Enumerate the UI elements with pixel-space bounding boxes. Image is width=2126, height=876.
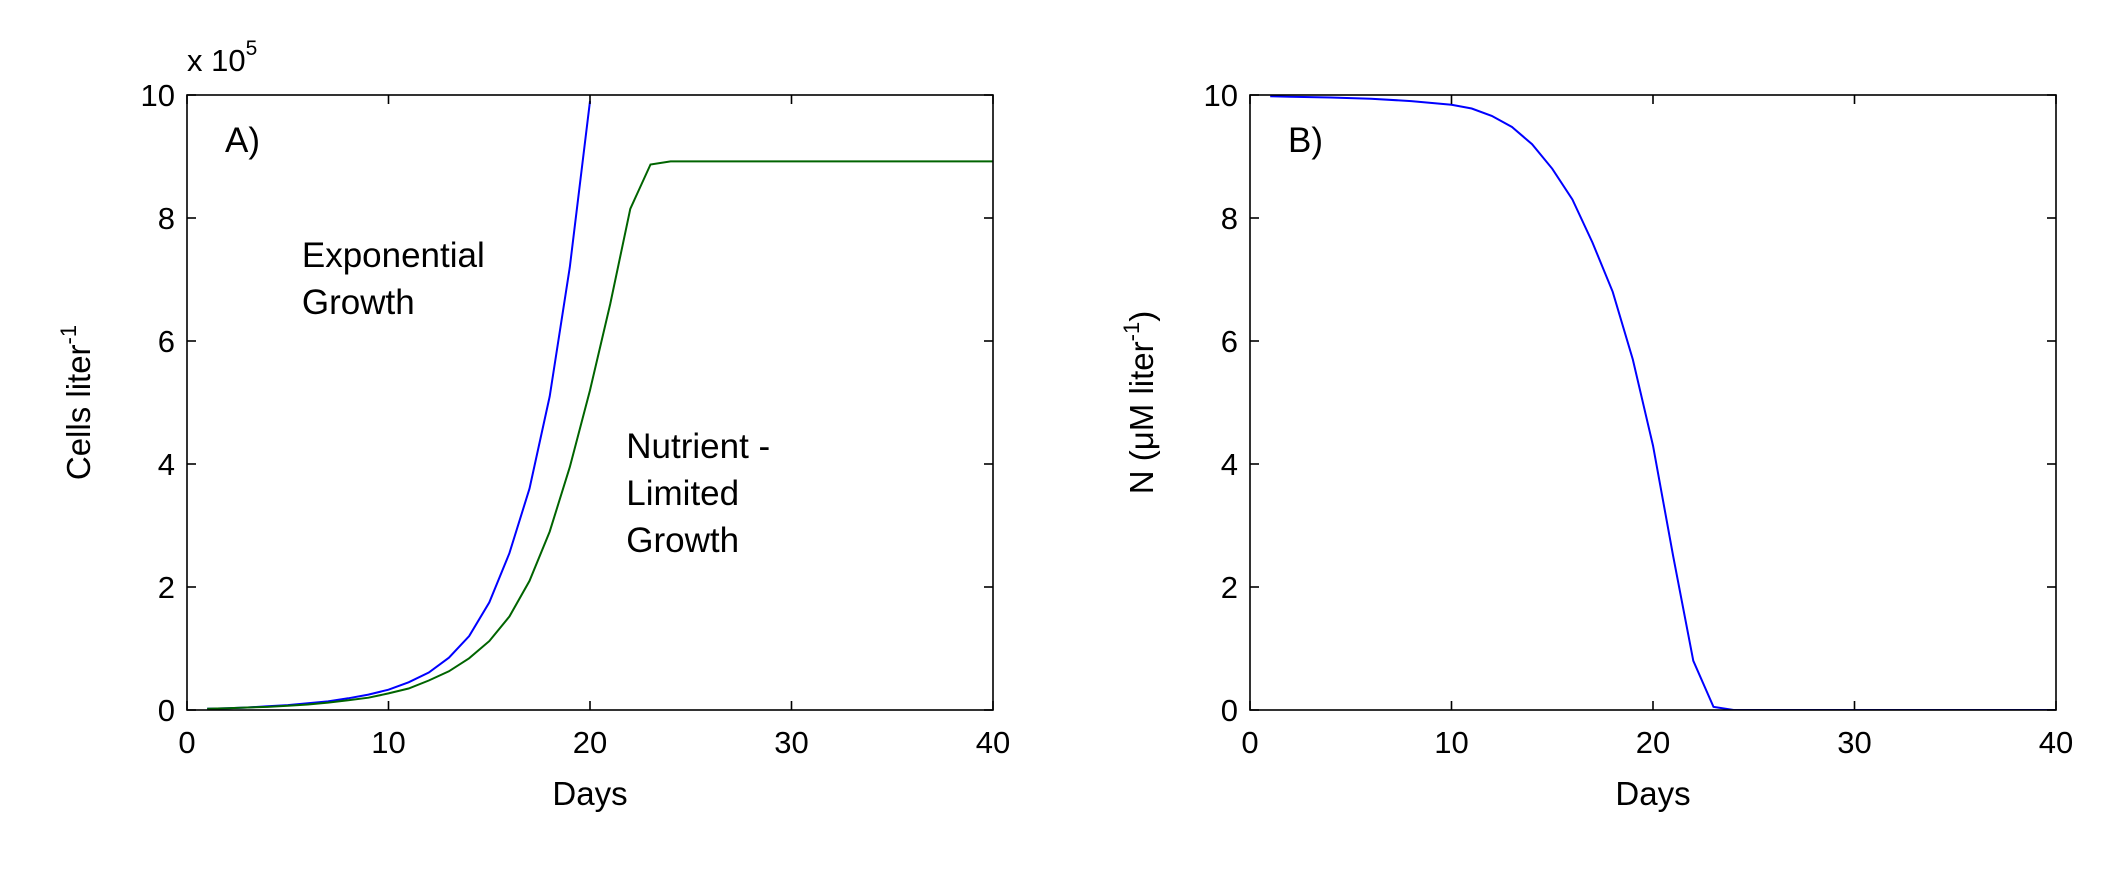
y-axis-label-text: Cells liter xyxy=(60,344,97,480)
y-tick-label: 8 xyxy=(158,201,175,236)
annotation-line: Growth xyxy=(626,521,739,560)
plot-frame xyxy=(1249,94,2057,711)
annotation-line: Exponential xyxy=(302,236,485,275)
series-line-1 xyxy=(1270,95,2056,710)
y-tick-label: 2 xyxy=(1221,570,1238,605)
y-axis-label-text: N (μM liter xyxy=(1123,341,1160,494)
x-axis-label: Days xyxy=(1615,775,1690,812)
y-tick-label: 4 xyxy=(1221,447,1238,482)
y-tick-label: 2 xyxy=(158,570,175,605)
x-tick-label: 0 xyxy=(1241,725,1258,760)
y-tick-label: 6 xyxy=(158,324,175,359)
y-tick-label: 8 xyxy=(1221,201,1238,236)
x-tick-label: 40 xyxy=(2039,725,2073,760)
series-line-2 xyxy=(207,160,993,710)
x-tick-label: 10 xyxy=(371,725,405,760)
chart-panel-1: 0 10 20 30 40 0 2 4 6 8 10 Days Cells liter-1 x 105 A)… xyxy=(56,37,1010,812)
x-tick-label: 40 xyxy=(976,725,1010,760)
x-tick-label: 0 xyxy=(178,725,195,760)
annotation-line: Nutrient - xyxy=(626,427,770,466)
y-axis-label: N (μM liter-1) xyxy=(1119,311,1160,494)
series-line-1 xyxy=(207,100,591,710)
y-axis-multiplier-exponent: 5 xyxy=(246,37,258,60)
x-tick-label: 30 xyxy=(1837,725,1871,760)
x-tick-label: 30 xyxy=(774,725,808,760)
plot-frame xyxy=(186,94,994,711)
chart-panel-2: 0 10 20 30 40 0 2 4 6 8 10 Days N (μM liter-1) B) xyxy=(1119,78,2073,812)
x-axis-label: Days xyxy=(552,775,627,812)
annotation-line: Limited xyxy=(626,474,739,513)
x-tick-label: 20 xyxy=(573,725,607,760)
y-axis-label-close: ) xyxy=(1123,311,1160,322)
y-axis-multiplier: x 105 xyxy=(187,37,257,78)
y-tick-label: 10 xyxy=(141,78,175,113)
annotation-line: Growth xyxy=(302,283,415,322)
y-axis-label-superscript: -1 xyxy=(56,325,81,345)
y-axis-multiplier-base: x 10 xyxy=(187,43,246,78)
y-axis-label-superscript: -1 xyxy=(1119,322,1144,342)
y-tick-label: 6 xyxy=(1221,324,1238,359)
panel-label: B) xyxy=(1288,121,1323,160)
panel-label: A) xyxy=(225,121,260,160)
y-tick-label: 0 xyxy=(1221,693,1238,728)
y-tick-label: 0 xyxy=(158,693,175,728)
y-axis-label: Cells liter-1 xyxy=(56,325,97,480)
y-tick-label: 4 xyxy=(158,447,175,482)
y-tick-label: 10 xyxy=(1204,78,1238,113)
x-tick-label: 20 xyxy=(1636,725,1670,760)
x-tick-label: 10 xyxy=(1434,725,1468,760)
